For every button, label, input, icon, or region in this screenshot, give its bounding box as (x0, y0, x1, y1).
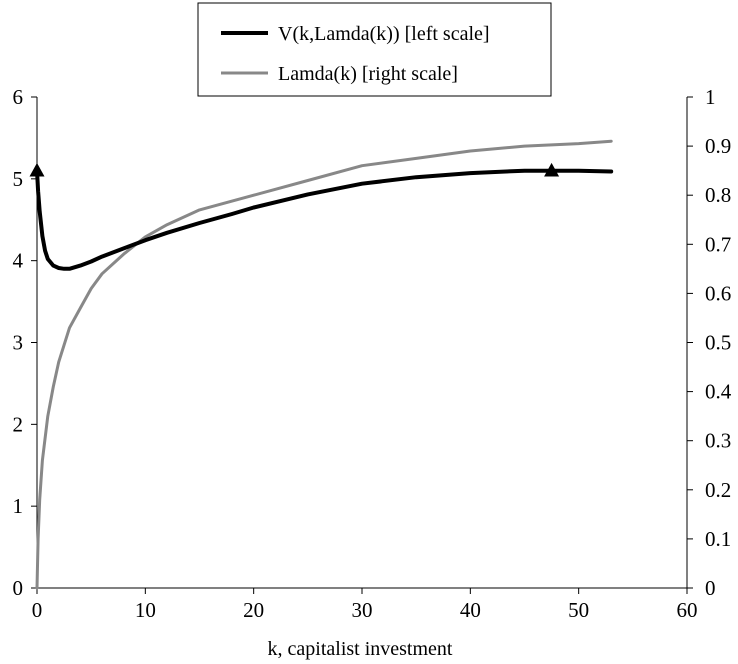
left-tick-label: 6 (13, 85, 24, 109)
x-tick-label: 10 (135, 598, 156, 622)
legend-box (197, 2, 552, 97)
left-tick-label: 5 (13, 167, 24, 191)
right-tick-label: 0.2 (705, 478, 731, 502)
right-tick-label: 0.5 (705, 331, 731, 355)
legend-label-lamda: Lamda(k) [right scale] (278, 63, 458, 85)
left-tick-label: 2 (13, 412, 24, 436)
x-axis-title: k, capitalist investment (268, 638, 453, 660)
triangle-marker-left (29, 162, 45, 177)
right-tick-label: 0.6 (705, 281, 731, 305)
marker-layer (29, 162, 560, 177)
x-tick-label: 30 (352, 598, 373, 622)
left-tick-label: 4 (13, 249, 24, 273)
triangle-marker-right (544, 162, 560, 177)
right-tick-label: 0.3 (705, 429, 731, 453)
x-tick-label: 0 (32, 598, 43, 622)
right-tick-label: 0 (705, 576, 716, 600)
right-tick-label: 0.7 (705, 232, 731, 256)
x-tick-label: 40 (460, 598, 481, 622)
left-tick-label: 3 (13, 331, 24, 355)
x-tick-label: 60 (677, 598, 698, 622)
legend-label-v: V(k,Lamda(k)) [left scale] (278, 23, 490, 45)
right-tick-label: 0.4 (705, 380, 732, 404)
right-tick-label: 0.9 (705, 134, 731, 158)
right-tick-label: 0.1 (705, 527, 731, 551)
left-axis-ticks: 0 1 2 3 4 5 6 (13, 85, 37, 600)
series-line-v (35, 168, 614, 271)
right-tick-label: 1 (705, 85, 716, 109)
x-axis-ticks: 0 10 20 30 40 50 60 (32, 588, 698, 622)
legend: V(k,Lamda(k)) [left scale] Lamda(k) [rig… (197, 2, 552, 97)
series-line-lamda (35, 139, 613, 590)
left-tick-label: 0 (13, 576, 24, 600)
x-tick-label: 20 (243, 598, 264, 622)
right-axis-ticks: 0 0.1 0.2 0.3 0.4 0.5 0.6 0.7 0.8 0.9 1 (687, 85, 732, 600)
x-tick-label: 50 (568, 598, 589, 622)
right-tick-label: 0.8 (705, 183, 731, 207)
series-layer (35, 139, 614, 590)
left-tick-label: 1 (13, 494, 24, 518)
